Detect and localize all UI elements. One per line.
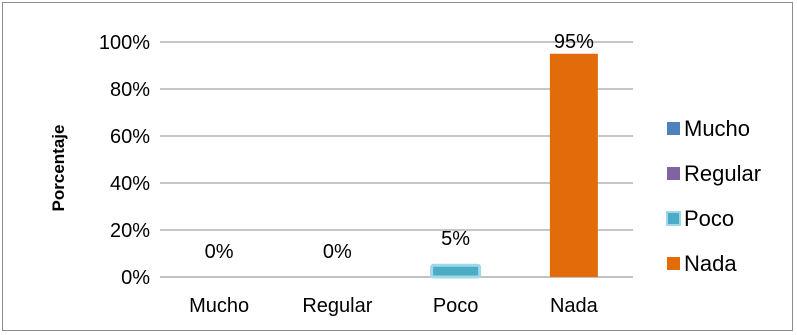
legend-swatch-regular — [667, 167, 680, 180]
y-tick-label: 60% — [110, 126, 150, 148]
y-axis-ticks: 0% 20% 40% 60% 80% 100% — [99, 32, 150, 289]
bar-poco — [430, 263, 482, 279]
data-label-poco: 5% — [441, 228, 470, 250]
data-label-mucho: 0% — [205, 241, 234, 263]
x-tick-label-poco: Poco — [433, 295, 479, 317]
legend-label-mucho: Mucho — [684, 116, 750, 141]
data-label-regular: 0% — [323, 241, 352, 263]
bars — [430, 53, 598, 279]
x-tick-label-nada: Nada — [550, 295, 599, 317]
y-tick-label: 0% — [121, 267, 150, 289]
legend-label-nada: Nada — [684, 251, 737, 276]
y-tick-label: 80% — [110, 79, 150, 101]
legend-swatch-poco — [666, 211, 681, 226]
legend-label-regular: Regular — [684, 161, 761, 186]
data-labels: 0% 0% 5% 95% — [205, 31, 594, 263]
x-tick-label-regular: Regular — [302, 295, 372, 317]
legend-label-poco: Poco — [684, 206, 734, 231]
y-tick-label: 40% — [110, 173, 150, 195]
legend-swatch-nada — [667, 257, 680, 270]
legend: Mucho Regular Poco Nada — [666, 116, 761, 276]
x-tick-label-mucho: Mucho — [189, 295, 249, 317]
data-label-nada: 95% — [554, 31, 594, 53]
y-tick-label: 100% — [99, 32, 150, 54]
x-axis-ticks: Mucho Regular Poco Nada — [189, 295, 599, 317]
chart-frame — [2, 2, 793, 331]
legend-swatch-mucho — [667, 122, 680, 135]
y-tick-label: 20% — [110, 220, 150, 242]
y-axis-label: Porcentaje — [49, 125, 68, 212]
bar-nada — [549, 53, 598, 277]
